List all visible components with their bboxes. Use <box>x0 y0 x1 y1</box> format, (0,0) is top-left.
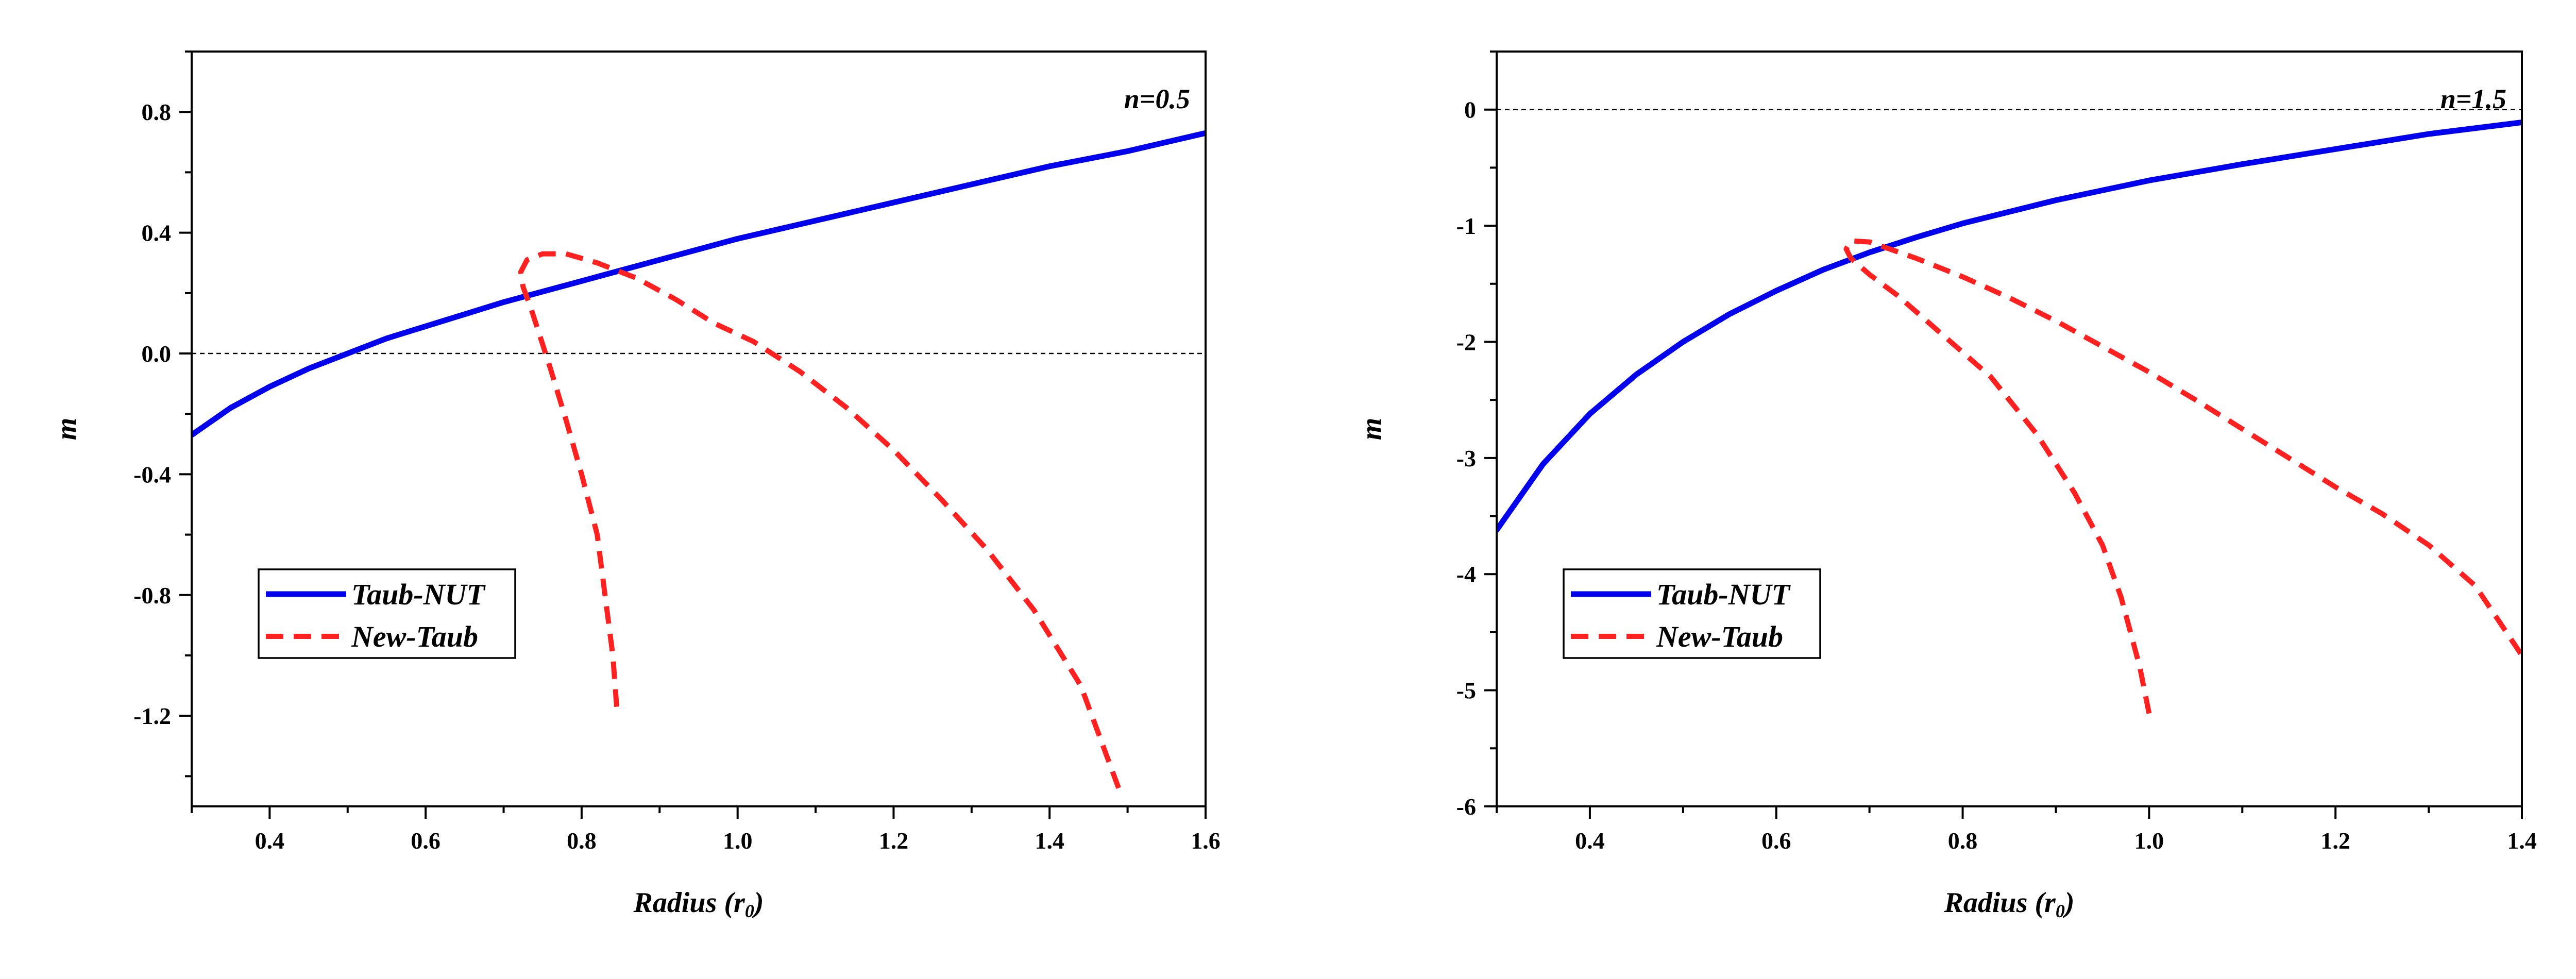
x-tick-label: 1.0 <box>2134 828 2164 854</box>
x-tick-label: 1.6 <box>1191 828 1221 854</box>
left-chart-panel: 0.4 0.6 0.8 1.0 1.2 1.4 1.6 0.8 0.4 0.0 -0.4 -0.8 -1… <box>50 50 1221 921</box>
series-line-new-taub <box>1843 238 2522 714</box>
y-axis-title: m <box>1355 418 1387 441</box>
x-tick-label: 1.2 <box>2320 828 2350 854</box>
y-tick-label: -5 <box>1456 678 1476 704</box>
panel-annotation: n=1.5 <box>2441 83 2506 114</box>
y-tick-label: 0.4 <box>142 220 172 246</box>
y-tick-label: -3 <box>1456 445 1476 471</box>
y-tick-label: -1.2 <box>133 703 171 729</box>
legend-box <box>258 568 516 659</box>
y-tick-label: -4 <box>1456 561 1476 587</box>
y-tick-label: -1 <box>1456 213 1476 239</box>
x-tick-label: 1.4 <box>2507 828 2537 854</box>
y-axis-title: m <box>50 418 82 441</box>
legend: Taub-NUT New-Taub <box>258 568 516 659</box>
legend-label-taub-nut: Taub-NUT <box>1656 578 1791 611</box>
legend-label-new-taub: New-Taub <box>1656 620 1783 653</box>
y-tick-label: -2 <box>1456 329 1476 355</box>
y-tick-label: -6 <box>1456 794 1476 820</box>
y-tick-label: 0 <box>1464 97 1476 123</box>
legend-label-new-taub: New-Taub <box>351 620 478 653</box>
series-line-taub-nut <box>1497 120 2522 533</box>
y-tick-label: -0.4 <box>133 461 171 487</box>
legend-box <box>1563 568 1821 659</box>
right-chart-panel: 0.4 0.6 0.8 1.0 1.2 1.4 0 -1 -2 -3 -4 -5 -6 Radius (r… <box>1355 50 2537 921</box>
x-tick-label: 0.4 <box>1575 828 1605 854</box>
series-line-new-taub <box>518 251 1123 792</box>
x-tick-label: 0.6 <box>1761 828 1791 854</box>
legend: Taub-NUT New-Taub <box>1563 568 1821 659</box>
x-tick-label: 1.2 <box>879 828 909 854</box>
x-tick-label: 0.8 <box>567 828 597 854</box>
plot-frame <box>191 50 1207 807</box>
legend-label-taub-nut: Taub-NUT <box>351 578 486 611</box>
series-line-taub-nut <box>192 130 1206 438</box>
y-tick-label: -0.8 <box>133 582 171 609</box>
x-tick-label: 1.0 <box>723 828 753 854</box>
panel-annotation: n=0.5 <box>1124 83 1190 114</box>
x-tick-label: 0.6 <box>411 828 440 854</box>
x-tick-label: 0.4 <box>255 828 285 854</box>
y-tick-label: 0.8 <box>142 99 172 125</box>
y-tick-label: 0.0 <box>142 341 172 367</box>
plot-frame <box>1496 50 2523 807</box>
x-tick-label: 1.4 <box>1035 828 1064 854</box>
x-tick-label: 0.8 <box>1948 828 1978 854</box>
x-axis-title: Radius (r0) <box>1944 887 2075 921</box>
x-axis-title: Radius (r0) <box>633 887 764 921</box>
